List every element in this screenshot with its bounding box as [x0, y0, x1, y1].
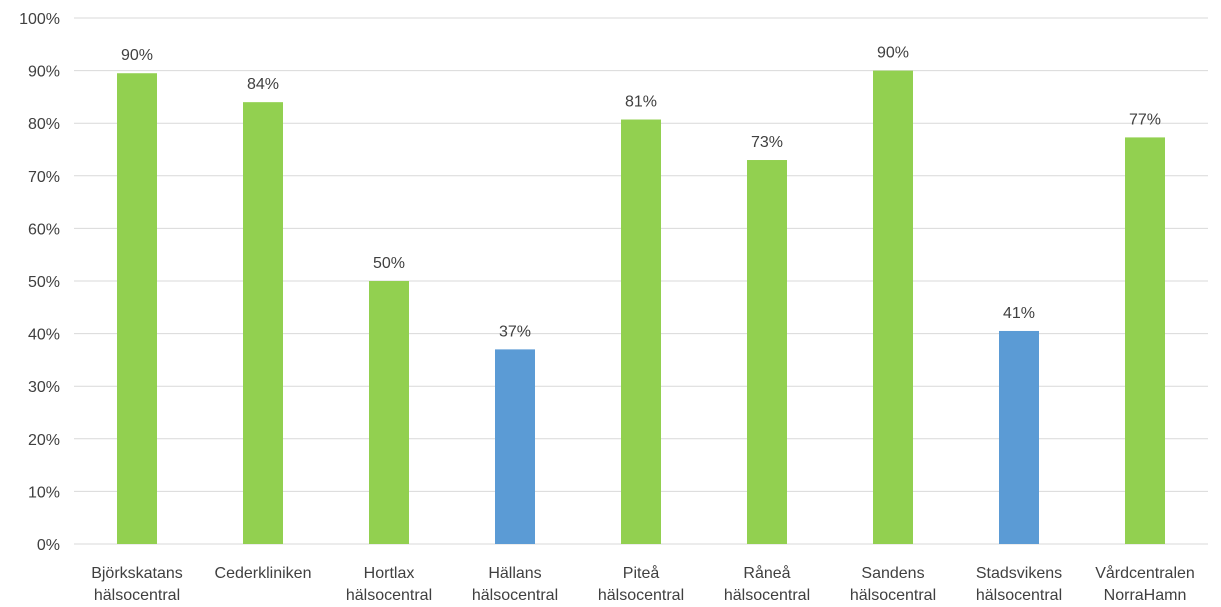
data-label: 37%: [499, 323, 531, 340]
bar: [1125, 137, 1165, 545]
category-label: Piteå hälsocentral: [598, 564, 684, 604]
y-tick-label: 10%: [28, 484, 60, 501]
y-tick-label: 30%: [28, 379, 60, 396]
category-label: Sandens hälsocentral: [850, 565, 936, 604]
data-label: 77%: [1129, 111, 1161, 128]
bar: [117, 73, 157, 544]
bar: [243, 102, 283, 544]
y-tick-label: 20%: [28, 432, 60, 449]
category-label: Hällans hälsocentral: [472, 565, 558, 604]
y-tick-label: 60%: [28, 221, 60, 238]
bar: [999, 330, 1039, 544]
bar: [873, 70, 913, 544]
bar: [495, 349, 535, 544]
y-tick-label: 90%: [28, 64, 60, 81]
x-axis-category-labels: Björkskatans hälsocentral Cederkliniken Hor…: [91, 564, 1195, 604]
data-label: 90%: [877, 45, 909, 62]
data-label: 90%: [121, 47, 153, 64]
category-label: Råneå hälsocentral: [724, 564, 810, 604]
data-label: 41%: [1003, 305, 1035, 322]
y-tick-label: 80%: [28, 116, 60, 133]
category-label: Stadsvikens hälsocentral: [976, 565, 1062, 604]
data-label: 84%: [247, 76, 279, 93]
category-label: Cederkliniken: [215, 565, 312, 582]
y-axis-tick-labels: 0% 10% 20% 30% 40% 50% 60% 70% 80% 90% 100%: [19, 11, 60, 554]
bar: [747, 160, 787, 544]
category-label: Hortlax hälsocentral: [346, 565, 432, 604]
bar: [369, 281, 409, 544]
y-tick-label: 50%: [28, 274, 60, 291]
data-labels: 90% 84% 50% 37% 81% 73% 90% 41% 77%: [121, 45, 1161, 341]
y-tick-label: 100%: [19, 11, 60, 28]
data-label: 81%: [625, 94, 657, 111]
bars: [117, 70, 1165, 545]
y-tick-label: 0%: [37, 537, 60, 554]
data-label: 50%: [373, 255, 405, 272]
category-label: Björkskatans hälsocentral: [91, 565, 183, 604]
y-tick-label: 70%: [28, 169, 60, 186]
data-label: 73%: [751, 134, 783, 151]
category-label: Vårdcentralen NorraHamn: [1095, 564, 1195, 604]
y-tick-label: 40%: [28, 327, 60, 344]
bar: [621, 119, 661, 544]
